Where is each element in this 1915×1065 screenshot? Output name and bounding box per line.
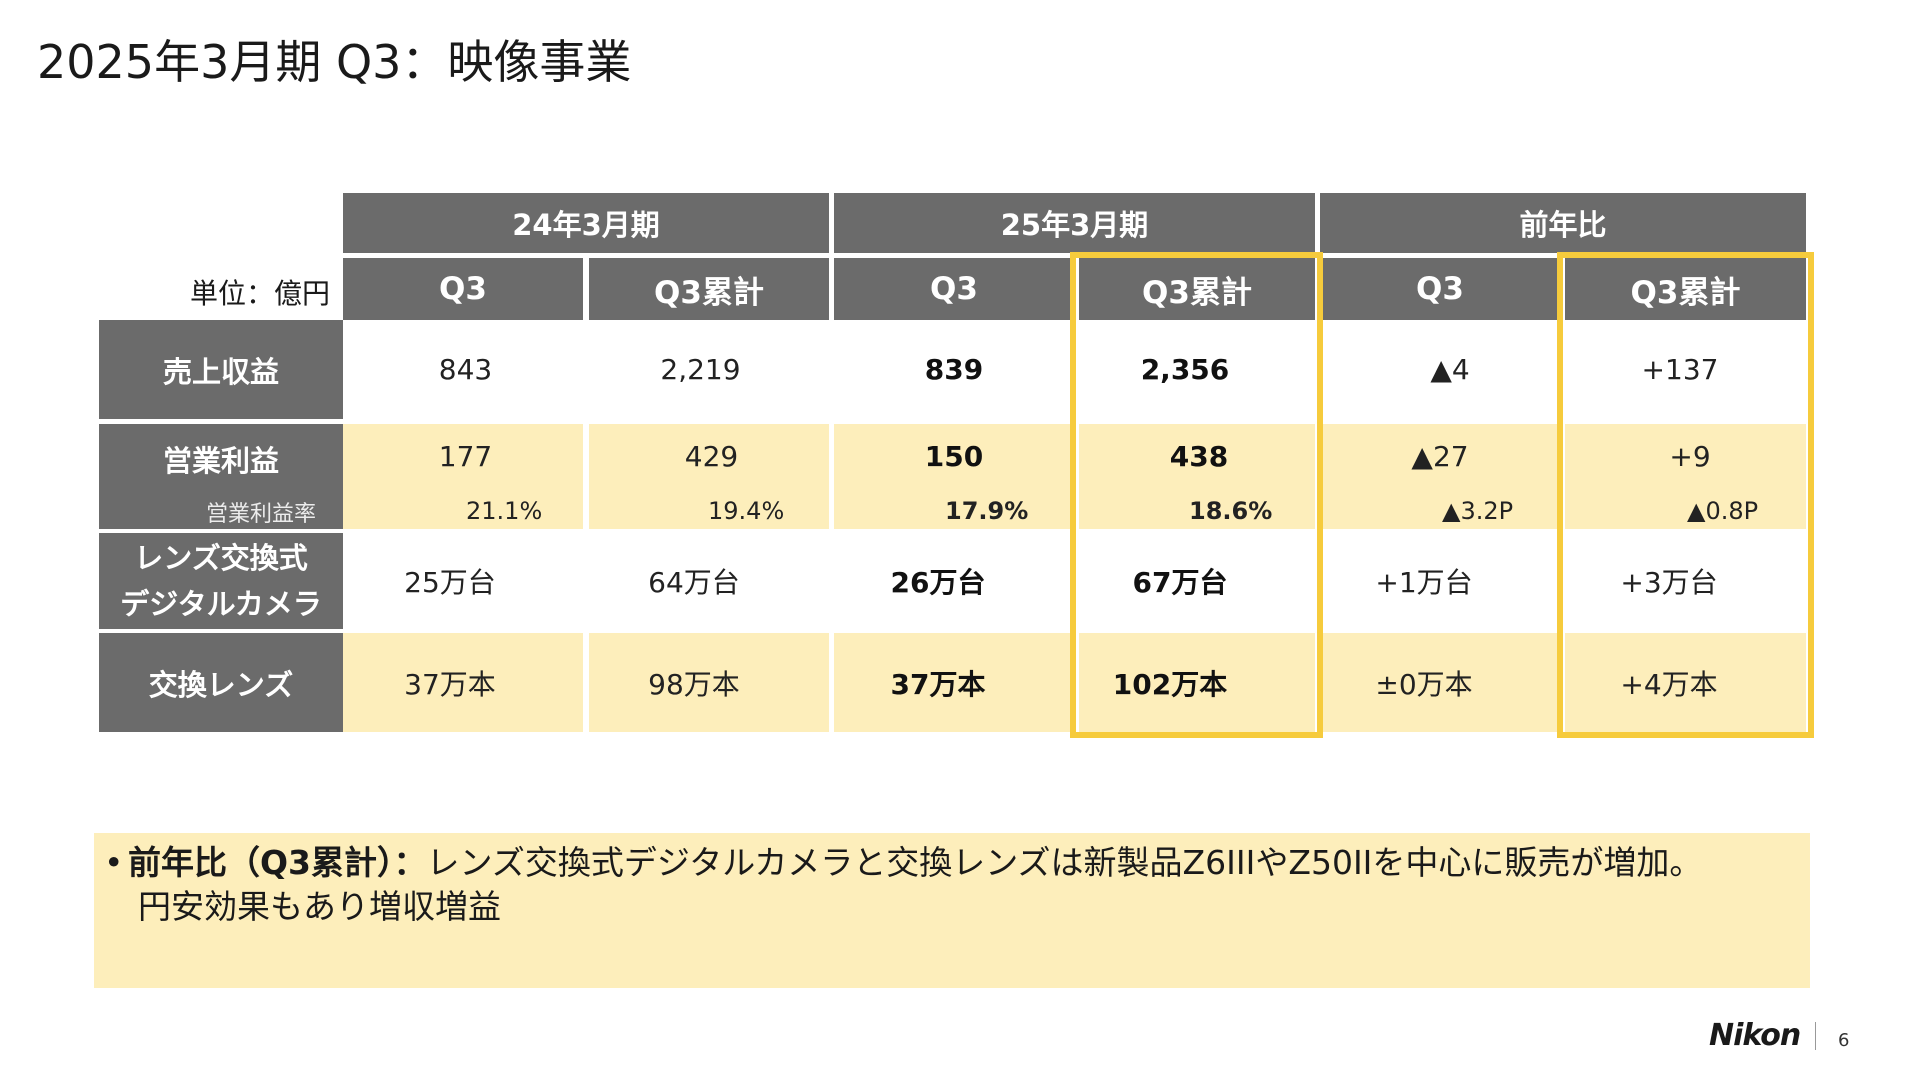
cameras-yoy-q3: +1万台 [1375, 566, 1473, 599]
cell-bg [343, 424, 583, 529]
op-profit-fy25-q3: 150 [924, 439, 984, 473]
lenses-fy24-cumulative: 98万本 [648, 667, 740, 701]
op-profit-yoy-q3: ▲27 [1411, 439, 1469, 473]
revenue-fy24-cumulative: 2,219 [660, 353, 741, 386]
cell-bg [1079, 633, 1315, 732]
row-label-revenue: 売上収益 [99, 320, 343, 419]
lenses-fy25-q3: 37万本 [890, 667, 986, 701]
op-margin-yoy-cumulative: ▲0.8P [1687, 497, 1759, 525]
revenue-fy25-cumulative: 2,356 [1140, 353, 1230, 386]
commentary-box: • 前年比（Q3累計）：レンズ交換式デジタルカメラと交換レンズは新製品Z6IIIや… [94, 833, 1810, 988]
subheader-fy25-q3: Q3 [834, 258, 1074, 320]
row-label-cameras-line2: デジタルカメラ [120, 587, 322, 621]
subheader-fy24-q3: Q3 [343, 258, 583, 320]
cameras-fy25-q3: 26万台 [890, 566, 986, 599]
page-number: 6 [1838, 1030, 1850, 1051]
cell-bg [1320, 424, 1560, 529]
op-margin-fy24-cumulative: 19.4% [708, 497, 785, 525]
header-group-fy24: 24年3月期 [343, 193, 829, 253]
revenue-fy25-q3: 839 [924, 353, 984, 386]
subheader-fy25-cumulative: Q3累計 [1079, 258, 1315, 320]
op-profit-yoy-cumulative: +9 [1669, 439, 1711, 473]
lenses-fy25-cumulative: 102万本 [1112, 667, 1228, 701]
cell-bg [834, 633, 1074, 732]
cell-bg [589, 424, 829, 529]
subheader-fy24-cumulative: Q3累計 [589, 258, 829, 320]
op-margin-fy24-q3: 21.1% [466, 497, 543, 525]
lenses-yoy-cumulative: +4万本 [1620, 667, 1718, 701]
footer-divider [1815, 1022, 1816, 1050]
header-group-yoy: 前年比 [1320, 193, 1806, 253]
cameras-fy24-cumulative: 64万台 [648, 566, 740, 599]
cameras-fy25-cumulative: 67万台 [1132, 566, 1228, 599]
cameras-yoy-cumulative: +3万台 [1620, 566, 1718, 599]
highlight-yoy-cumulative [1557, 252, 1814, 738]
op-margin-yoy-q3: ▲3.2P [1442, 497, 1514, 525]
op-profit-fy24-cumulative: 429 [684, 439, 739, 473]
subheader-yoy-cumulative: Q3累計 [1565, 258, 1806, 320]
cell-bg [834, 424, 1074, 529]
cell-bg [589, 633, 829, 732]
row-label-cameras-line1: レンズ交換式 [134, 541, 308, 575]
header-group-fy25: 25年3月期 [834, 193, 1315, 253]
row-label-operating-profit: 営業利益 [99, 424, 343, 529]
commentary-line-1: • 前年比（Q3累計）：レンズ交換式デジタルカメラと交換レンズは新製品Z6IIIや… [104, 841, 1810, 885]
page-title: 2025年3月期 Q3：映像事業 [37, 35, 632, 89]
cell-bg [1320, 633, 1560, 732]
row-label-cameras: レンズ交換式 デジタルカメラ [99, 533, 343, 629]
commentary-line-2: 円安効果もあり増収増益 [138, 887, 501, 926]
cell-bg [1565, 424, 1806, 529]
highlight-fy25-cumulative [1070, 252, 1323, 738]
commentary-text: レンズ交換式デジタルカメラと交換レンズは新製品Z6IIIやZ50IIを中心に販売… [426, 843, 1703, 882]
row-label-operating-margin: 営業利益率 [206, 502, 317, 527]
cameras-fy24-q3: 25万台 [404, 566, 496, 599]
revenue-yoy-q3: ▲4 [1430, 353, 1470, 386]
subheader-yoy-q3: Q3 [1320, 258, 1560, 320]
lenses-yoy-q3: ±0万本 [1375, 667, 1473, 701]
cell-bg [1565, 633, 1806, 732]
nikon-logo: Nikon [1709, 1018, 1801, 1053]
op-profit-fy24-q3: 177 [438, 439, 493, 473]
unit-label: 単位：億円 [189, 277, 330, 310]
revenue-fy24-q3: 843 [438, 353, 493, 386]
cell-bg [343, 633, 583, 732]
lenses-fy24-q3: 37万本 [404, 667, 496, 701]
cell-bg [1079, 424, 1315, 529]
op-margin-fy25-q3: 17.9% [945, 497, 1029, 525]
op-margin-fy25-cumulative: 18.6% [1189, 497, 1273, 525]
row-label-lenses: 交換レンズ [99, 633, 343, 732]
commentary-lead: 前年比（Q3累計）： [128, 843, 427, 882]
bullet-icon: • [104, 843, 124, 882]
op-profit-fy25-cumulative: 438 [1169, 439, 1229, 473]
revenue-yoy-cumulative: +137 [1641, 353, 1719, 386]
